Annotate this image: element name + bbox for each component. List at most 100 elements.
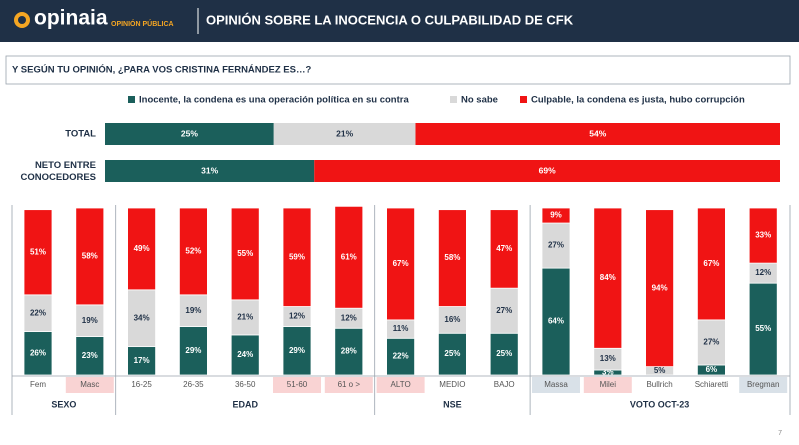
bar-segment: [386, 207, 416, 321]
category-cell: [532, 377, 580, 393]
question: Y SEGÚN TU OPINIÓN, ¿PARA VOS CRISTINA F…: [12, 64, 311, 76]
category-cell: [635, 377, 684, 393]
value-label: 52%: [185, 247, 201, 256]
value-label: 24%: [237, 350, 253, 359]
value-label: 5%: [654, 366, 666, 375]
value-label: 25%: [444, 349, 460, 358]
value-label: 64%: [548, 317, 564, 326]
bar-segment: [645, 209, 674, 368]
value-label: 58%: [444, 253, 460, 262]
bar-segment: [230, 299, 260, 336]
legend-swatch: [450, 96, 457, 103]
category-cell: [273, 377, 321, 393]
bar-segment: [437, 209, 467, 307]
bar-segment: [541, 207, 571, 224]
bar-segment: [386, 337, 416, 376]
value-label: 94%: [652, 283, 668, 292]
x-tick-label: Schiaretti: [695, 380, 729, 389]
bar-segment: [282, 207, 312, 307]
value-label: 22%: [30, 308, 46, 317]
bar-segment: [230, 207, 260, 301]
logo-sub: OPINIÓN PÚBLICA: [111, 19, 174, 28]
value-label: 12%: [755, 268, 771, 277]
value-label: 17%: [134, 356, 150, 365]
value-label: 27%: [703, 338, 719, 347]
value-label: 34%: [134, 313, 150, 322]
value-label: 61%: [341, 252, 357, 261]
bar-segment: [415, 123, 780, 145]
bar-segment: [314, 160, 780, 182]
bar-segment: [489, 332, 519, 376]
x-tick-label: 61 o >: [338, 380, 361, 389]
category-cell: [65, 377, 114, 393]
value-label: 55%: [755, 324, 771, 333]
bar-segment: [697, 319, 726, 366]
value-label: 67%: [703, 259, 719, 268]
bar-segment: [178, 207, 208, 296]
category-cell: [583, 377, 632, 393]
bar-segment: [75, 304, 105, 337]
category-cell: [169, 377, 218, 393]
value-label: 29%: [185, 346, 201, 355]
value-label: 23%: [82, 351, 98, 360]
logo-icon-inner: [18, 16, 26, 24]
x-tick-label: MEDIO: [439, 380, 465, 389]
category-cell: [324, 377, 373, 393]
bar-segment: [127, 207, 156, 291]
value-label: 28%: [341, 347, 357, 356]
bar-segment: [105, 123, 274, 145]
value-label: 11%: [393, 324, 409, 333]
bar-segment: [273, 123, 416, 145]
value-label: 19%: [185, 306, 201, 315]
x-tick-label: 16-25: [131, 380, 152, 389]
x-tick-label: Bullrich: [646, 380, 672, 389]
value-label: 22%: [393, 352, 409, 361]
bar-segment: [541, 267, 571, 376]
value-label: 3%: [602, 368, 614, 377]
value-label: 21%: [237, 312, 253, 321]
x-tick-label: Milei: [600, 380, 617, 389]
value-label: 27%: [496, 306, 512, 315]
bar-segment: [593, 207, 623, 349]
value-label: 54%: [589, 128, 606, 138]
logo: opinaia: [34, 7, 108, 30]
value-label: 19%: [82, 316, 98, 325]
value-label: 69%: [539, 165, 556, 175]
row-label: TOTAL: [65, 129, 96, 140]
bar-segment: [127, 346, 156, 376]
legend-swatch: [520, 96, 527, 103]
value-label: 21%: [336, 128, 353, 138]
bar-segment: [489, 287, 519, 334]
value-label: 12%: [289, 312, 305, 321]
category-cell: [376, 377, 425, 393]
group-label: EDAD: [232, 399, 258, 409]
value-label: 49%: [134, 244, 150, 253]
bar-segment: [748, 207, 778, 264]
value-label: 12%: [341, 313, 357, 322]
value-label: 13%: [600, 354, 616, 363]
bar-segment: [541, 222, 571, 269]
value-label: 67%: [393, 259, 409, 268]
value-label: 84%: [600, 273, 616, 282]
value-label: 16%: [444, 315, 460, 324]
value-label: 31%: [201, 165, 218, 175]
header-bar: [0, 0, 799, 42]
group-label: SEXO: [51, 399, 76, 409]
bar-segment: [334, 327, 364, 376]
value-label: 26%: [30, 348, 46, 357]
page-number: 7: [778, 430, 782, 437]
header-title: OPINIÓN SOBRE LA INOCENCIA O CULPABILIDA…: [206, 12, 574, 27]
legend-swatch: [128, 96, 135, 103]
group-label: VOTO OCT-23: [630, 399, 689, 409]
bar-segment: [334, 205, 364, 309]
bar-segment: [282, 326, 312, 376]
bar-segment: [230, 334, 260, 376]
bar-segment: [23, 331, 53, 376]
category-cell: [739, 377, 788, 393]
x-tick-label: Bregman: [747, 380, 779, 389]
value-label: 27%: [548, 241, 564, 250]
value-label: 58%: [82, 252, 98, 261]
bar-segment: [697, 207, 726, 321]
x-tick-label: Massa: [544, 380, 568, 389]
category-cell: [687, 377, 736, 393]
